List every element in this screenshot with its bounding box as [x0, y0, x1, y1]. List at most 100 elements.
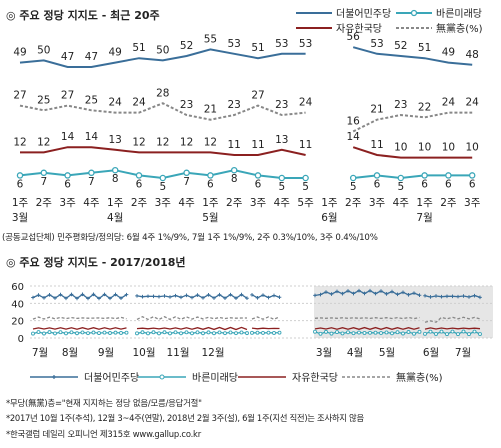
data-label-0-4: 49 — [109, 47, 122, 59]
series2-marker-1-1-14 — [212, 331, 216, 336]
data-label-3-1: 25 — [37, 94, 50, 106]
series2-marker-0-3-17 — [406, 293, 411, 297]
data-label-0-12: 53 — [299, 38, 312, 50]
series2-marker-0-3-8 — [357, 288, 361, 293]
series-line-1-1 — [353, 174, 473, 180]
data-point-1-1 — [40, 169, 48, 177]
legend-marker-1 — [410, 9, 418, 17]
legend-label-0: 더불어민주당 — [336, 8, 391, 20]
x-tick-label-18: 2주 — [440, 197, 457, 209]
series2-marker-0-3-4 — [335, 289, 339, 294]
x-tick-label-12: 5주 — [297, 197, 314, 209]
series2-marker-1-0-16 — [119, 330, 123, 335]
data-label-0-7: 52 — [180, 40, 193, 52]
series2-marker-0-0-3 — [47, 293, 52, 297]
data-point-1-5 — [135, 172, 143, 179]
data-label-3-9: 23 — [228, 99, 241, 111]
series2-marker-1-0-8 — [75, 331, 79, 336]
series2-marker-0-4-4 — [445, 294, 449, 299]
data-label-3-11: 23 — [275, 99, 288, 111]
series2-marker-1-0-4 — [53, 331, 57, 336]
series2-marker-0-3-11 — [373, 291, 378, 296]
series2-marker-1-4-3 — [439, 329, 444, 334]
series2-marker-1-4-1 — [428, 329, 433, 334]
data-label-3-14: 16 — [347, 115, 361, 127]
series2-marker-1-3-19 — [417, 329, 422, 334]
legend2-marker-1 — [159, 374, 165, 380]
series2-marker-0-0-11 — [91, 292, 96, 297]
series2-marker-1-2-1 — [255, 330, 260, 335]
legend-label-2: 자유한국당 — [336, 23, 382, 35]
series2-marker-1-0-10 — [86, 331, 90, 336]
x-tick-label-16: 4주 — [393, 197, 410, 209]
x-tick-label-14: 2주 — [345, 197, 362, 209]
note-1: *무당(無黨)층="현재 지지하는 정당 없음/모름/응답거절" — [6, 398, 202, 408]
chart1-footnote: (공동교섭단체) 민주평화당/정의당: 6월 4주 1%/9%, 7월 1주 1… — [2, 231, 378, 243]
series2-marker-1-3-1 — [318, 331, 323, 336]
x-month-label2-6: 3월 — [316, 347, 332, 359]
data-point-1-12 — [302, 174, 309, 182]
data-label-1-16: 5 — [397, 181, 404, 193]
series2-marker-1-0-5 — [58, 330, 63, 335]
series2-marker-1-1-6 — [168, 331, 172, 336]
series2-marker-1-4-4 — [445, 332, 449, 337]
series2-marker-0-4-1 — [428, 295, 433, 299]
series2-marker-0-2-2 — [261, 293, 265, 297]
series2-marker-0-0-7 — [69, 292, 74, 297]
data-point-1-15 — [373, 172, 381, 179]
data-label-2-17: 10 — [418, 142, 431, 154]
series2-marker-0-3-6 — [346, 289, 350, 293]
data-label-2-19: 10 — [466, 142, 479, 154]
data-label-1-2: 6 — [64, 178, 71, 190]
x-month-label-3: 6월 — [321, 212, 337, 224]
x-month-label2-5: 12월 — [201, 347, 224, 359]
x-month-label-2: 5월 — [202, 212, 218, 224]
series2-marker-0-3-0 — [313, 293, 317, 298]
x-tick-label-5: 2주 — [131, 197, 148, 209]
series2-marker-0-0-9 — [80, 292, 85, 297]
series2-marker-0-1-14 — [212, 296, 216, 300]
series2-marker-1-1-10 — [190, 331, 194, 336]
series2-marker-0-2-0 — [250, 293, 254, 297]
x-tick-label-1: 2주 — [36, 197, 53, 209]
legend2-marker-0 — [52, 375, 56, 379]
series2-marker-1-3-2 — [324, 329, 328, 334]
data-label-2-5: 12 — [132, 136, 145, 148]
data-label-0-9: 53 — [228, 38, 241, 50]
series2-marker-1-4-5 — [450, 329, 455, 334]
series2-marker-1-1-13 — [206, 330, 211, 335]
legend-label-1: 바른미래당 — [436, 8, 482, 20]
data-label-1-12: 5 — [302, 181, 309, 193]
data-label-0-5: 51 — [132, 42, 145, 54]
legend-label-3: 無黨층(%) — [436, 22, 483, 35]
y-tick-label-2: 40 — [11, 299, 24, 310]
series2-marker-0-1-11 — [195, 293, 200, 297]
x-month-label-0: 3월 — [12, 212, 28, 224]
series2-marker-0-3-19 — [417, 293, 422, 298]
series2-marker-1-1-17 — [228, 330, 233, 335]
series2-marker-0-1-13 — [206, 293, 211, 297]
series-line-2-0 — [20, 146, 306, 156]
series2-line-2-2 — [251, 327, 280, 330]
data-label-2-1: 12 — [37, 136, 50, 148]
data-point-1-7 — [183, 169, 190, 177]
data-point-1-9 — [230, 166, 238, 174]
series2-marker-1-3-14 — [390, 331, 394, 336]
data-label-0-0: 49 — [13, 47, 26, 59]
series2-marker-0-1-2 — [146, 294, 150, 299]
x-month-label2-0: 7월 — [32, 347, 48, 359]
series2-marker-0-0-14 — [108, 296, 112, 301]
series2-marker-0-0-0 — [31, 295, 35, 300]
series2-marker-1-0-0 — [31, 331, 35, 336]
x-month-label2-8: 5월 — [379, 347, 395, 359]
series2-marker-0-0-1 — [36, 293, 41, 297]
series2-marker-1-1-0 — [135, 331, 139, 336]
series2-marker-1-0-13 — [102, 330, 107, 335]
series2-marker-1-0-12 — [97, 331, 101, 336]
series2-marker-0-4-6 — [456, 294, 460, 299]
series2-marker-0-1-17 — [228, 292, 233, 297]
series2-marker-1-2-0 — [250, 330, 254, 335]
data-label-0-17: 51 — [418, 42, 431, 54]
data-label-3-5: 24 — [132, 97, 146, 109]
